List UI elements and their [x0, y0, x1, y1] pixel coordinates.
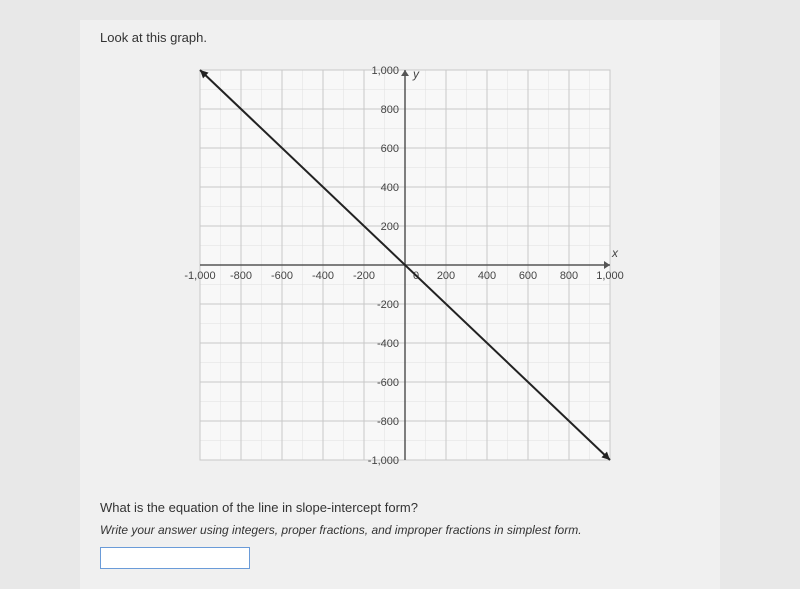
svg-text:600: 600: [381, 143, 399, 155]
svg-text:-800: -800: [377, 416, 399, 428]
graph-chart: -1,000-800-600-400-20002004006008001,000…: [160, 55, 640, 485]
svg-text:200: 200: [437, 270, 455, 282]
svg-text:-200: -200: [353, 270, 375, 282]
svg-text:1,000: 1,000: [596, 270, 624, 282]
svg-text:-400: -400: [377, 338, 399, 350]
svg-text:400: 400: [478, 270, 496, 282]
svg-text:200: 200: [381, 221, 399, 233]
svg-text:800: 800: [381, 104, 399, 116]
svg-text:1,000: 1,000: [371, 65, 399, 77]
svg-text:-600: -600: [271, 270, 293, 282]
answer-input[interactable]: [100, 547, 250, 569]
question-text: What is the equation of the line in slop…: [100, 500, 700, 515]
svg-text:-400: -400: [312, 270, 334, 282]
svg-text:-200: -200: [377, 299, 399, 311]
chart-svg: -1,000-800-600-400-20002004006008001,000…: [160, 55, 640, 485]
svg-text:x: x: [611, 246, 619, 260]
svg-text:-600: -600: [377, 377, 399, 389]
svg-text:600: 600: [519, 270, 537, 282]
svg-text:-800: -800: [230, 270, 252, 282]
svg-text:400: 400: [381, 182, 399, 194]
svg-text:-1,000: -1,000: [184, 270, 215, 282]
svg-text:-1,000: -1,000: [368, 455, 399, 467]
svg-text:y: y: [412, 67, 420, 81]
question-card: Look at this graph. -1,000 -800 -600 -400 -2…: [80, 20, 720, 589]
instruction-text: Write your answer using integers, proper…: [100, 523, 700, 537]
prompt-text: Look at this graph.: [100, 30, 700, 45]
svg-text:800: 800: [560, 270, 578, 282]
